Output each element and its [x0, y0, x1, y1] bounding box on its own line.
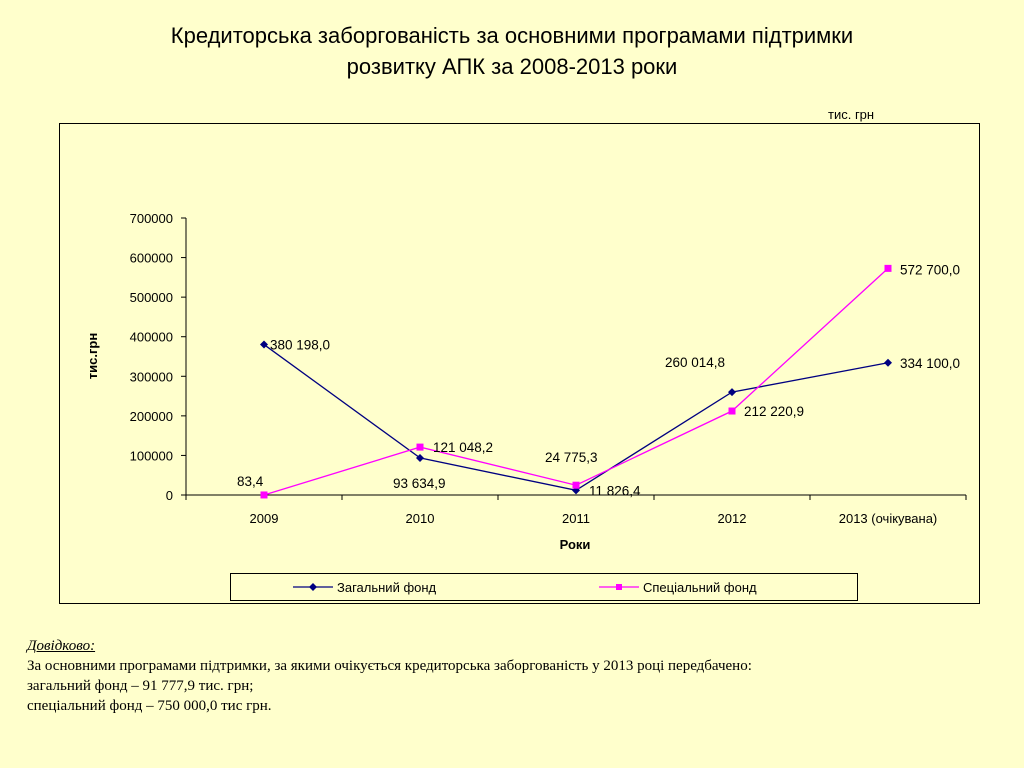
legend-square-marker-icon — [599, 584, 639, 590]
data-label-special-fund: 212 220,9 — [744, 404, 804, 419]
data-point-special-fund — [884, 264, 892, 272]
data-label-special-fund: 83,4 — [237, 474, 264, 489]
legend-diamond-marker-icon — [293, 583, 333, 591]
data-point-special-fund — [572, 481, 580, 489]
tick-labels: 700000 600000 500000 400000 300000 200000 1000… — [130, 211, 938, 526]
data-label-special-fund: 121 048,2 — [433, 440, 493, 455]
reference-note: Довідково: За основними програмами підтр… — [27, 636, 1007, 716]
y-tick-label: 600000 — [130, 251, 173, 266]
x-tick-label: 2011 — [562, 511, 590, 526]
y-tick-label: 100000 — [130, 448, 173, 463]
data-point-general-fund — [260, 340, 268, 349]
legend-label-general-fund: Загальний фонд — [337, 579, 437, 595]
x-tick-label: 2013 (очікувана) — [839, 511, 938, 526]
data-point-special-fund — [260, 491, 268, 499]
note-line-3: спеціальний фонд – 750 000,0 тис грн. — [27, 698, 272, 714]
legend-entry-general-fund: Загальний фонд — [293, 574, 436, 600]
y-tick-label: 700000 — [130, 211, 173, 226]
note-heading: Довідково: — [27, 638, 96, 654]
legend-entry-special-fund: Спеціальний фонд — [599, 574, 757, 600]
data-label-special-fund: 24 775,3 — [545, 450, 598, 465]
x-tick-label: 2012 — [718, 511, 747, 526]
data-label-general-fund: 93 634,9 — [393, 476, 446, 491]
y-axis-title: тис.грн — [85, 333, 100, 379]
data-point-special-fund — [728, 407, 736, 415]
data-label-general-fund: 380 198,0 — [270, 338, 330, 353]
y-tick-label: 300000 — [130, 369, 173, 384]
data-labels: 380 198,0 93 634,9 11 826,4 260 014,8 334 10… — [237, 262, 960, 498]
x-tick-label: 2009 — [250, 511, 279, 526]
data-label-special-fund: 572 700,0 — [900, 262, 960, 277]
note-line-2: загальний фонд – 91 777,9 тис. грн; — [27, 678, 254, 694]
x-axis-title: Роки — [560, 537, 591, 552]
chart-legend: Загальний фонд Спеціальний фонд — [230, 573, 858, 601]
slide-title-line2: розвитку АПК за 2008-2013 роки — [346, 54, 678, 79]
data-label-general-fund: 334 100,0 — [900, 356, 960, 371]
x-tick-label: 2010 — [406, 511, 435, 526]
series-lines — [260, 264, 892, 499]
legend-label-special-fund: Спеціальний фонд — [643, 579, 757, 595]
y-tick-label: 0 — [166, 488, 173, 503]
data-point-general-fund — [728, 388, 736, 397]
data-point-general-fund — [884, 358, 892, 367]
units-label: тис. грн — [828, 107, 875, 122]
slide-title: Кредиторська заборгованість за основними… — [0, 20, 1024, 82]
slide-title-line1: Кредиторська заборгованість за основними… — [170, 23, 854, 48]
data-label-general-fund: 260 014,8 — [665, 355, 725, 370]
y-tick-label: 200000 — [130, 409, 173, 424]
note-line-1: За основними програмами підтримки, за як… — [27, 658, 752, 674]
y-tick-label: 500000 — [130, 290, 173, 305]
chart-frame: 700000 600000 500000 400000 300000 200000 1000… — [59, 123, 980, 604]
data-label-general-fund: 11 826,4 — [589, 483, 641, 498]
data-point-special-fund — [416, 443, 424, 451]
data-point-general-fund — [416, 453, 424, 462]
axes — [181, 217, 967, 500]
line-chart: 700000 600000 500000 400000 300000 200000 1000… — [85, 211, 967, 552]
y-tick-label: 400000 — [130, 330, 173, 345]
